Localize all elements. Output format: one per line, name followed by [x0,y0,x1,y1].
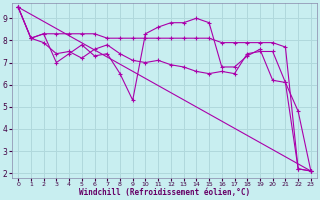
X-axis label: Windchill (Refroidissement éolien,°C): Windchill (Refroidissement éolien,°C) [79,188,250,197]
